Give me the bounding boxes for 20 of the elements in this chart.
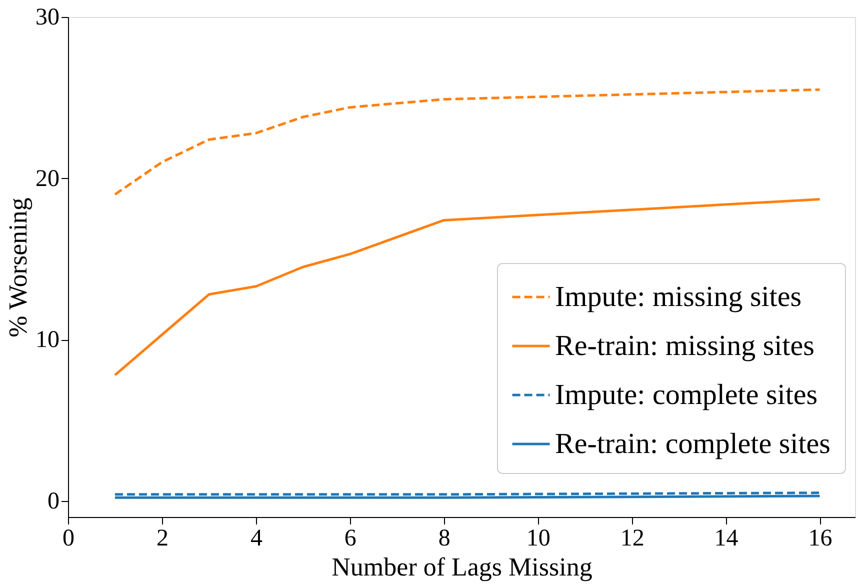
x-tick-label: 10 [526,526,550,552]
y-axis-title: % Worsening [4,198,32,338]
legend-label: Re-train: complete sites [555,428,830,460]
legend-label: Impute: missing sites [555,281,802,313]
x-tick-label: 6 [344,526,356,552]
y-tick-label: 10 [36,327,60,354]
x-tick-label: 14 [714,526,738,552]
x-tick-label: 8 [438,526,450,552]
line-series [114,88,822,196]
legend-label: Impute: complete sites [555,379,818,411]
x-axis-title: Number of Lags Missing [332,552,592,582]
x-tick-label: 2 [156,526,168,552]
line-series [114,198,822,376]
y-tick-label: 20 [36,166,60,192]
y-tick-label: 0 [48,488,60,514]
x-tick-label: 4 [250,526,262,552]
x-tick-label: 16 [808,526,832,552]
x-tick-label: 12 [620,526,644,552]
legend-label: Re-train: missing sites [555,330,814,362]
y-tick-label: 30 [36,4,60,30]
